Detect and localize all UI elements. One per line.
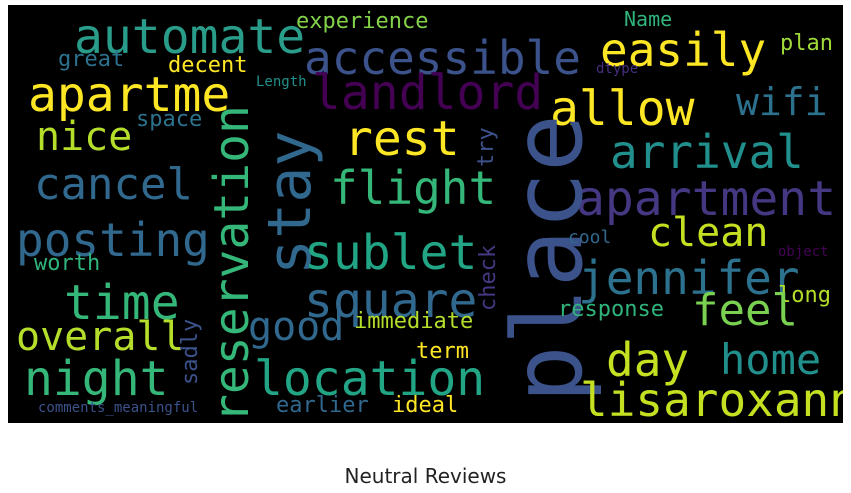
word-ideal: ideal xyxy=(392,393,459,418)
chart-caption: Neutral Reviews xyxy=(344,464,507,488)
word-flight: flight xyxy=(330,161,497,215)
word-jennifer: jennifer xyxy=(578,251,800,305)
word-wifi: wifi xyxy=(736,80,828,124)
word-reservation: reservation xyxy=(204,105,260,423)
word-worth: worth xyxy=(34,251,101,276)
word-great: great xyxy=(58,47,125,72)
word-long: long xyxy=(778,283,831,308)
word-experience: experience xyxy=(296,9,429,34)
word-time: time xyxy=(64,275,180,331)
word-name: Name xyxy=(624,7,673,31)
word-comments-meaningful: comments_meaningful xyxy=(38,400,199,416)
word-response: response xyxy=(558,297,664,322)
word-landlord: landlord xyxy=(312,65,544,121)
word-lisaroxanne: lisaroxanne xyxy=(580,373,843,423)
word-cool: cool xyxy=(568,227,612,248)
word-posting: posting xyxy=(16,213,210,267)
word-plan: plan xyxy=(780,31,833,56)
word-rest: rest xyxy=(344,111,460,167)
word-nice: nice xyxy=(36,114,133,160)
word-good: good xyxy=(248,304,345,350)
word-arrival: arrival xyxy=(610,125,804,179)
word-location: location xyxy=(254,351,486,407)
word-home: home xyxy=(720,335,822,384)
word-check: check xyxy=(476,244,501,311)
word-day: day xyxy=(606,333,690,387)
word-apartme: apartme xyxy=(28,67,231,123)
word-immediate: immediate xyxy=(354,309,474,334)
word-earlier: earlier xyxy=(276,393,369,418)
word-allow: allow xyxy=(550,81,695,137)
word-cloud: automate experience Name accessible easi… xyxy=(8,5,843,423)
word-object: object xyxy=(778,244,829,260)
word-term: term xyxy=(416,339,469,364)
word-sublet: sublet xyxy=(304,225,478,281)
word-accessible: accessible xyxy=(304,31,581,85)
word-cancel: cancel xyxy=(34,159,193,210)
word-dtype: dtype xyxy=(596,61,639,77)
word-automate: automate xyxy=(74,9,306,65)
word-overall: overall xyxy=(16,314,185,360)
word-apartment: apartment xyxy=(576,171,837,227)
word-sadly: sadly xyxy=(178,318,203,385)
word-feel: feel xyxy=(692,285,798,336)
word-square: square xyxy=(304,273,478,329)
word-space: space xyxy=(136,107,203,132)
word-decent: decent xyxy=(168,53,248,78)
word-easily: easily xyxy=(600,23,767,77)
word-night: night xyxy=(24,351,169,407)
word-clean: clean xyxy=(648,210,769,256)
word-length: Length xyxy=(256,74,307,90)
